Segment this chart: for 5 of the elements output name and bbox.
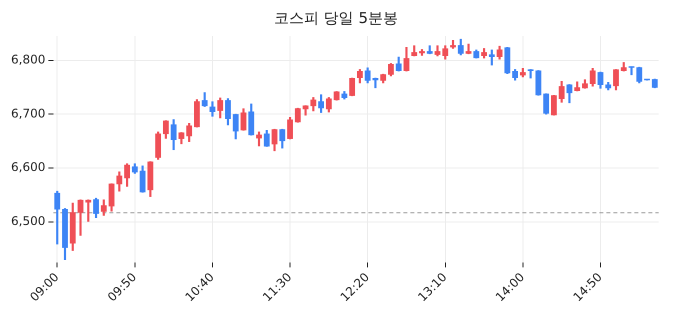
y-tick-label: 6,500 xyxy=(10,214,46,228)
y-tick-label: 6,800 xyxy=(10,52,46,66)
y-tick-label: 6,700 xyxy=(10,106,46,120)
y-tick-label: 6,600 xyxy=(10,160,46,174)
chart-title: 코스피 당일 5분봉 xyxy=(274,8,398,27)
